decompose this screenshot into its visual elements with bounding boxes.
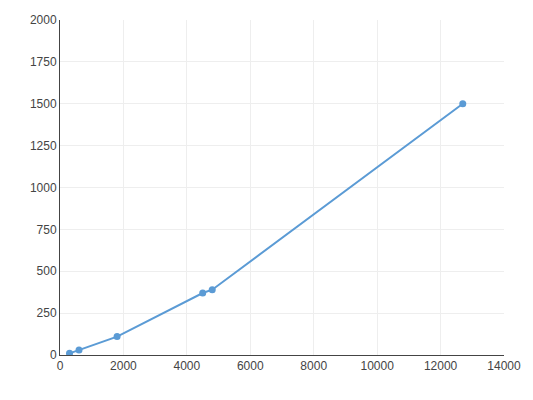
svg-text:8000: 8000 (300, 359, 327, 373)
svg-text:2000: 2000 (30, 13, 57, 27)
svg-text:1750: 1750 (30, 55, 57, 69)
svg-text:500: 500 (37, 264, 57, 278)
svg-text:10000: 10000 (360, 359, 394, 373)
svg-text:0: 0 (50, 348, 57, 362)
svg-text:750: 750 (37, 223, 57, 237)
svg-text:12000: 12000 (424, 359, 458, 373)
svg-text:0: 0 (57, 359, 64, 373)
svg-text:2000: 2000 (110, 359, 137, 373)
svg-text:1000: 1000 (30, 181, 57, 195)
svg-text:1250: 1250 (30, 139, 57, 153)
svg-text:1500: 1500 (30, 97, 57, 111)
svg-text:14000: 14000 (487, 359, 521, 373)
svg-text:6000: 6000 (237, 359, 264, 373)
svg-text:4000: 4000 (174, 359, 201, 373)
svg-text:250: 250 (37, 306, 57, 320)
